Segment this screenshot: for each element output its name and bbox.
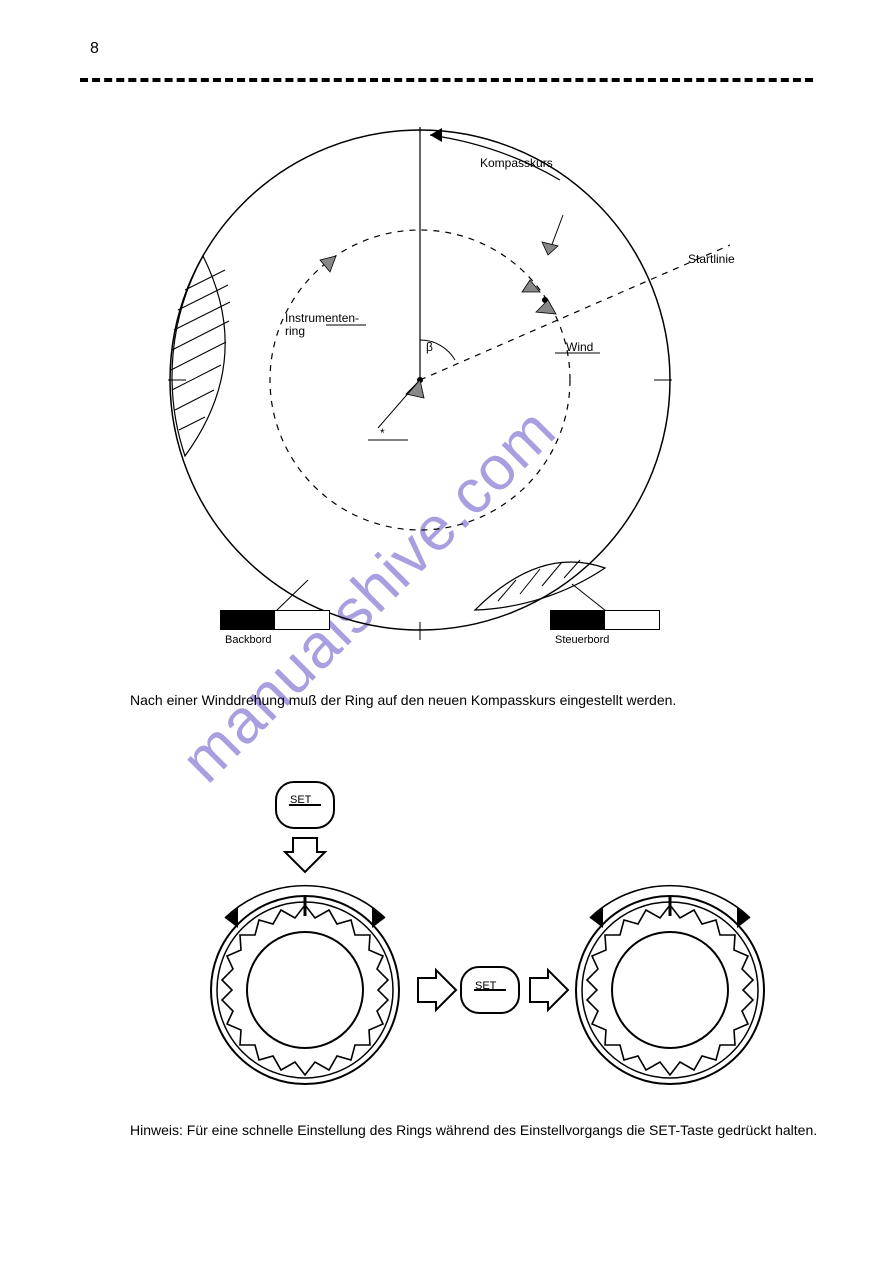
middle-paragraph: Nach einer Winddrehung muß der Ring auf … (130, 690, 676, 711)
bw-right-white (605, 611, 659, 629)
label-set-top: SET (290, 794, 311, 806)
bw-block-right (550, 610, 660, 630)
bw-right-black (551, 611, 605, 629)
label-underlines (0, 0, 893, 700)
bw-block-left (220, 610, 330, 630)
label-backbord: Backbord (225, 634, 271, 646)
bottom-figure-svg (0, 740, 893, 1240)
bw-left-black (221, 611, 275, 629)
label-steuerbord: Steuerbord (555, 634, 609, 646)
bottom-paragraph: Hinweis: Für eine schnelle Einstellung d… (130, 1120, 817, 1141)
label-set-mid: SET (475, 980, 496, 992)
bw-left-white (275, 611, 329, 629)
